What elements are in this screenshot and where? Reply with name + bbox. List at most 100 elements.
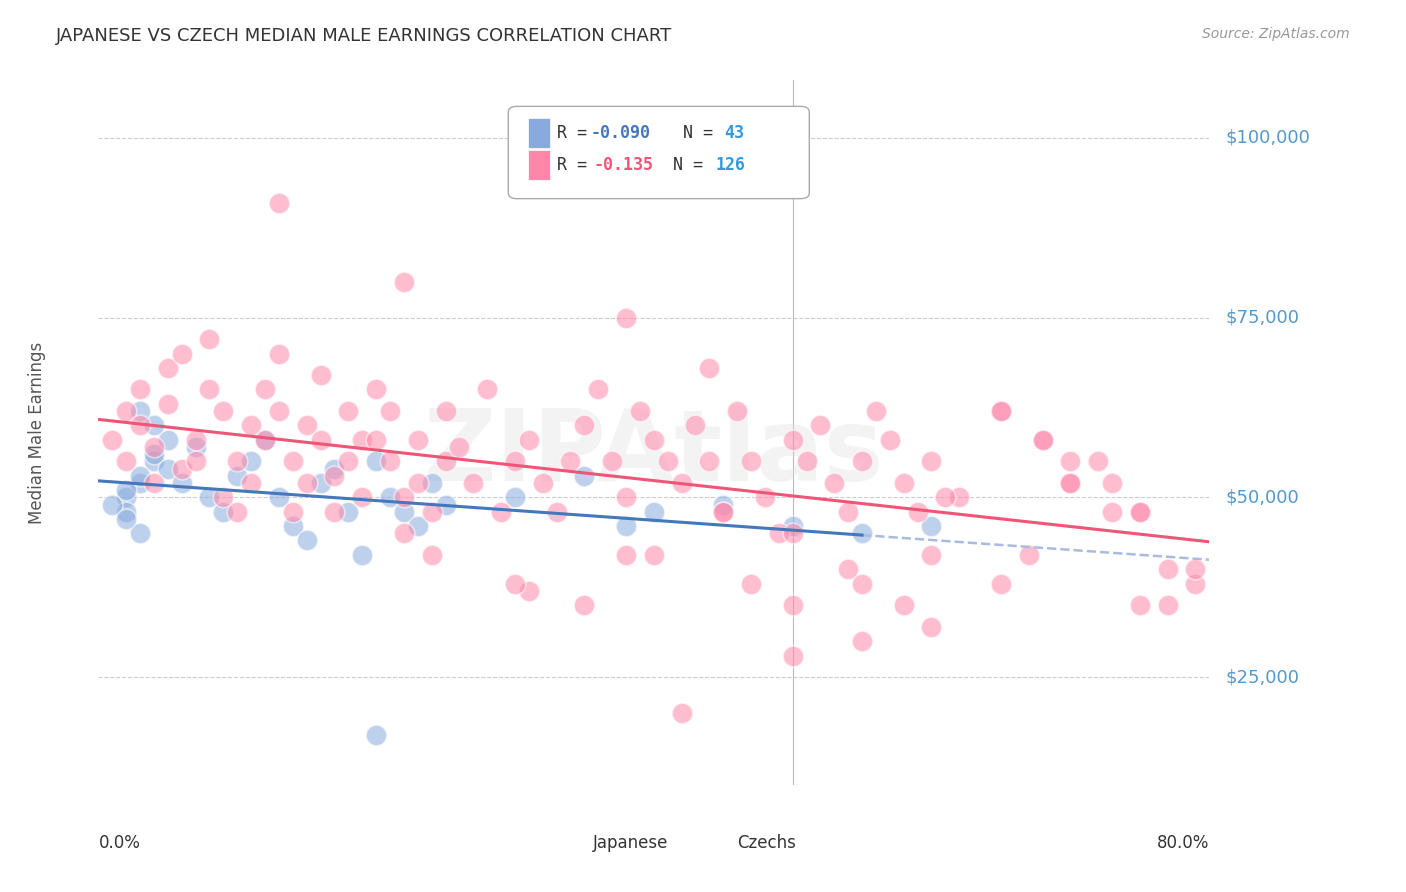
- FancyBboxPatch shape: [560, 837, 583, 848]
- Point: [920, 620, 942, 634]
- Point: [392, 491, 415, 505]
- Point: [129, 418, 152, 433]
- Point: [711, 505, 734, 519]
- Point: [366, 383, 388, 397]
- Point: [267, 346, 290, 360]
- Point: [920, 519, 942, 533]
- Point: [1156, 598, 1178, 612]
- Point: [267, 491, 290, 505]
- Point: [240, 418, 263, 433]
- Point: [1101, 505, 1123, 519]
- Point: [378, 491, 401, 505]
- Point: [184, 433, 207, 447]
- Point: [628, 404, 651, 418]
- Point: [420, 505, 443, 519]
- Point: [1087, 454, 1109, 468]
- Point: [671, 475, 693, 490]
- Text: 0.0%: 0.0%: [98, 834, 141, 852]
- Text: R =: R =: [557, 124, 598, 142]
- Point: [1059, 475, 1081, 490]
- Point: [212, 404, 235, 418]
- Point: [352, 548, 374, 562]
- Point: [267, 404, 290, 418]
- Point: [1032, 433, 1054, 447]
- Point: [156, 360, 179, 375]
- Point: [212, 505, 235, 519]
- Point: [1184, 562, 1206, 576]
- Point: [392, 526, 415, 541]
- Point: [406, 433, 429, 447]
- Point: [198, 332, 221, 346]
- Point: [129, 383, 152, 397]
- Point: [685, 418, 707, 433]
- FancyBboxPatch shape: [509, 106, 810, 199]
- Point: [574, 598, 596, 612]
- Text: R =: R =: [557, 156, 607, 174]
- FancyBboxPatch shape: [704, 837, 728, 848]
- Point: [600, 454, 623, 468]
- Point: [1018, 548, 1040, 562]
- Point: [810, 418, 832, 433]
- Point: [531, 475, 554, 490]
- FancyBboxPatch shape: [529, 119, 551, 148]
- Point: [920, 454, 942, 468]
- Point: [170, 461, 193, 475]
- Point: [366, 433, 388, 447]
- Point: [434, 498, 457, 512]
- Text: $100,000: $100,000: [1226, 128, 1310, 147]
- Text: $75,000: $75,000: [1226, 309, 1299, 326]
- Point: [546, 505, 568, 519]
- Point: [517, 433, 540, 447]
- Point: [392, 505, 415, 519]
- Point: [907, 505, 929, 519]
- Point: [1156, 562, 1178, 576]
- Point: [948, 491, 970, 505]
- Point: [143, 418, 166, 433]
- Point: [489, 505, 512, 519]
- Text: $25,000: $25,000: [1226, 668, 1299, 686]
- Point: [754, 491, 776, 505]
- Point: [934, 491, 956, 505]
- Point: [711, 498, 734, 512]
- Point: [115, 491, 138, 505]
- Point: [129, 475, 152, 490]
- Point: [226, 454, 249, 468]
- Point: [378, 454, 401, 468]
- Point: [253, 433, 276, 447]
- Point: [643, 548, 665, 562]
- Point: [115, 512, 138, 526]
- Point: [851, 634, 873, 648]
- Point: [420, 475, 443, 490]
- Point: [643, 505, 665, 519]
- Text: N =: N =: [662, 124, 723, 142]
- Point: [851, 526, 873, 541]
- Text: $50,000: $50,000: [1226, 488, 1299, 507]
- Point: [352, 433, 374, 447]
- Point: [226, 468, 249, 483]
- Point: [253, 383, 276, 397]
- Point: [295, 475, 318, 490]
- Point: [309, 368, 332, 383]
- Point: [115, 505, 138, 519]
- Point: [671, 706, 693, 720]
- Point: [337, 505, 360, 519]
- Point: [115, 483, 138, 497]
- Point: [837, 505, 859, 519]
- Point: [657, 454, 679, 468]
- Point: [240, 475, 263, 490]
- Text: 43: 43: [724, 124, 744, 142]
- Point: [226, 505, 249, 519]
- Point: [837, 562, 859, 576]
- Point: [434, 454, 457, 468]
- Point: [893, 475, 915, 490]
- Point: [1184, 576, 1206, 591]
- Point: [101, 498, 124, 512]
- Point: [212, 491, 235, 505]
- Point: [323, 461, 346, 475]
- Point: [865, 404, 887, 418]
- Point: [143, 440, 166, 454]
- Point: [782, 433, 804, 447]
- Point: [768, 526, 790, 541]
- Text: -0.090: -0.090: [591, 124, 651, 142]
- Point: [267, 195, 290, 210]
